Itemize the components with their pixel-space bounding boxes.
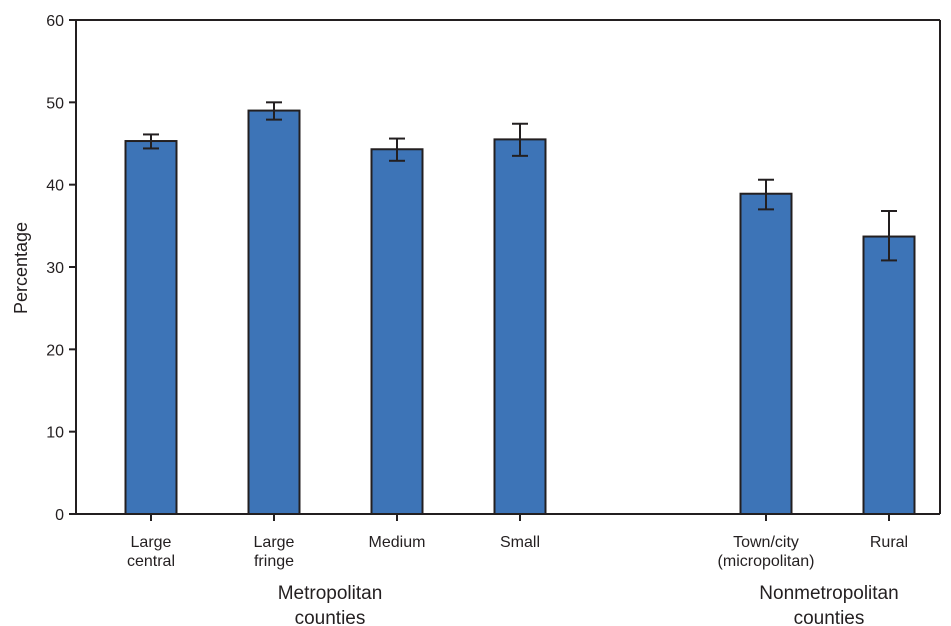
bar — [370, 148, 424, 515]
x-tick-label-line: Small — [500, 534, 540, 551]
x-tick-label-line: Large — [254, 534, 295, 551]
y-tick-label: 0 — [55, 507, 64, 524]
x-axis-labels: Large central Large fringe Medium Small Town/c… — [127, 514, 908, 570]
y-tick-label: 30 — [46, 260, 64, 277]
x-tick-label: Rural — [870, 534, 908, 551]
y-tick-label: 10 — [46, 425, 64, 442]
y-axis-label: Percentage — [11, 222, 31, 314]
x-tick-label-line: central — [127, 553, 175, 570]
bar — [247, 109, 301, 515]
y-tick-label: 50 — [46, 95, 64, 112]
x-tick-label-line: Town/city — [733, 534, 799, 551]
bar — [124, 140, 178, 515]
x-tick-label: Medium — [369, 534, 426, 551]
x-tick-label-line: fringe — [254, 553, 294, 570]
x-tick-label: Town/city (micropolitan) — [718, 534, 815, 570]
x-tick-label-line: Medium — [369, 534, 426, 551]
y-tick-label: 60 — [46, 13, 64, 30]
x-tick-label-line: (micropolitan) — [718, 553, 815, 570]
group-label-line: Nonmetropolitan — [759, 583, 898, 604]
group-label: Nonmetropolitan counties — [759, 583, 898, 626]
x-tick-label: Large fringe — [254, 534, 295, 570]
group-label-line: Metropolitan — [278, 583, 383, 604]
y-axis: 0 10 20 30 40 50 60 — [46, 13, 941, 524]
group-label: Metropolitan counties — [278, 583, 383, 626]
x-tick-label: Large central — [127, 534, 175, 570]
y-tick-label: 20 — [46, 342, 64, 359]
group-label-line: counties — [794, 608, 865, 626]
bar — [493, 138, 547, 515]
y-tick-label: 40 — [46, 178, 64, 195]
x-tick-label-line: Rural — [870, 534, 908, 551]
group-label-line: counties — [295, 608, 366, 626]
x-tick-label-line: Large — [131, 534, 172, 551]
group-labels: Metropolitan counties Nonmetropolitan count… — [278, 583, 899, 626]
bars — [124, 101, 916, 516]
x-tick-label: Small — [500, 534, 540, 551]
bar — [739, 192, 793, 515]
bar — [862, 235, 916, 516]
